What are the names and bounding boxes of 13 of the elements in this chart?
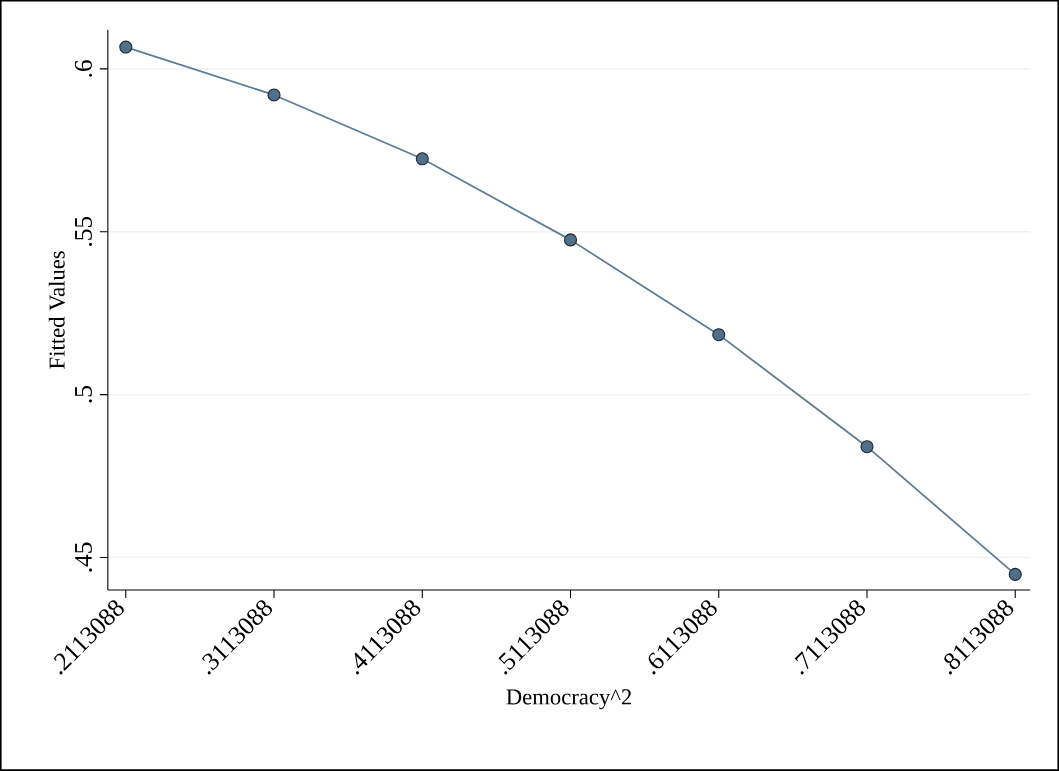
point	[712, 328, 726, 342]
y-tick-label: .55	[75, 216, 93, 246]
point	[563, 233, 578, 247]
point	[1008, 567, 1022, 581]
y-tick-label: .5	[75, 386, 93, 403]
y-tick-label: .6	[74, 60, 93, 77]
point	[860, 440, 874, 454]
point	[119, 40, 133, 54]
y-tick-label: .45	[74, 542, 93, 572]
point	[415, 152, 429, 166]
y-axis-title: Fitted Values	[48, 251, 65, 369]
point	[267, 88, 281, 102]
x-axis-title: Democracy^2	[506, 689, 632, 710]
